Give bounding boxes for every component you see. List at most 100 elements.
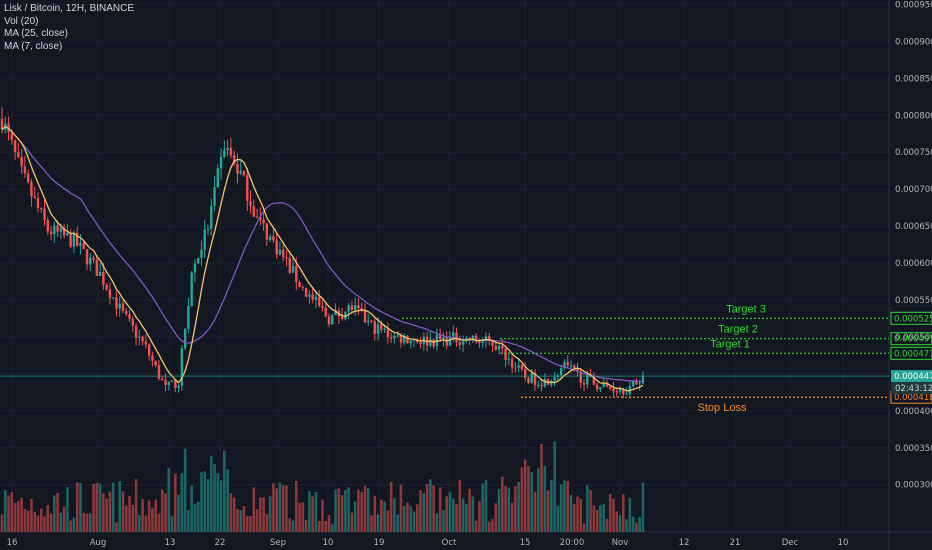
candle-body	[540, 385, 543, 387]
volume-bar	[36, 515, 40, 532]
candle-body	[265, 223, 269, 240]
candle-body	[527, 377, 530, 383]
candle-body	[559, 367, 563, 376]
ma7-indicator-label[interactable]: MA (7, close)	[4, 40, 63, 52]
candle-body	[497, 346, 501, 350]
ma25-indicator-label[interactable]: MA (25, close)	[4, 28, 68, 39]
volume-bar	[618, 515, 622, 532]
candle-body	[602, 383, 605, 388]
volume-bar	[393, 498, 396, 532]
volume-bar	[586, 485, 589, 532]
candle-body	[612, 388, 615, 392]
volume-bar	[190, 485, 193, 532]
price-tick-label: 0.0006000	[895, 259, 932, 269]
candle-body	[262, 219, 265, 224]
candle-body	[458, 342, 461, 345]
volume-bar	[635, 522, 638, 532]
volume-bar	[530, 471, 534, 532]
candle-body	[278, 249, 282, 255]
volume-bar	[435, 513, 439, 532]
time-axis[interactable]: 16 Aug 13 22 Sep 10 19 Oct 15 20:00 Nov 12 21 Dec 10	[7, 538, 849, 548]
volume-bar	[69, 520, 72, 532]
candles	[0, 107, 645, 399]
volume-bar	[85, 513, 89, 532]
volume-bar	[487, 521, 491, 532]
candle-body	[308, 294, 311, 297]
volume-bar	[419, 490, 422, 532]
candle-body	[285, 257, 288, 259]
candle-body	[200, 249, 203, 258]
volume-bars	[0, 441, 645, 532]
volume-bar	[471, 496, 475, 532]
volume-bar	[540, 443, 543, 532]
volume-bar	[451, 498, 455, 532]
target-1-price-label: 0.0004778	[894, 349, 932, 359]
candle-body	[26, 173, 30, 182]
volume-bar	[386, 510, 390, 532]
candle-body	[641, 375, 645, 384]
volume-bar	[72, 517, 76, 532]
candle-body	[131, 318, 134, 326]
time-tick-label: 13	[165, 538, 176, 548]
volume-bar	[330, 523, 334, 532]
candle-body	[259, 217, 262, 220]
candle-body	[174, 380, 177, 388]
candle-body	[56, 225, 59, 232]
price-tick-label: 0.0008500	[895, 74, 932, 84]
candle-body	[43, 208, 46, 221]
volume-bar	[448, 492, 452, 532]
candle-body	[622, 388, 625, 394]
volume-bar	[350, 512, 354, 532]
candle-body	[115, 297, 118, 309]
volume-bar	[383, 501, 386, 532]
volume-bar	[167, 467, 171, 532]
target-1-label: Target 1	[710, 338, 750, 350]
candle-body	[569, 365, 573, 367]
volume-bar	[66, 487, 69, 532]
volume-bar	[13, 502, 17, 532]
candle-body	[507, 358, 511, 360]
candle-body	[20, 156, 23, 167]
time-tick-label: 22	[215, 538, 226, 548]
candle-body	[635, 380, 638, 384]
volume-bar	[82, 512, 86, 532]
candle-body	[419, 342, 422, 344]
candle-body	[216, 168, 220, 188]
volume-bar	[334, 489, 337, 532]
volume-indicator-label[interactable]: Vol (20)	[4, 15, 39, 27]
volume-bar	[26, 510, 30, 532]
volume-bar	[20, 498, 23, 532]
candle-body	[128, 314, 131, 319]
volume-bar	[615, 511, 619, 532]
countdown-label: 02:43:12	[895, 384, 932, 394]
candle-body	[586, 375, 589, 385]
stop-loss-price-label: 0.0004184	[894, 393, 932, 403]
price-tick-label: 0.0005500	[895, 296, 932, 306]
candle-body	[268, 236, 272, 240]
volume-bar	[327, 514, 331, 532]
volume-bar	[461, 498, 465, 532]
symbol-title[interactable]: Lisk / Bitcoin, 12H, BINANCE	[4, 3, 135, 14]
time-tick-label: 16	[7, 538, 18, 548]
candle-body	[33, 196, 36, 198]
candle-body	[631, 380, 635, 387]
candle-body	[197, 257, 200, 264]
candle-body	[144, 341, 148, 345]
volume-bar	[641, 482, 645, 532]
time-tick-label: 10	[323, 538, 334, 548]
candle-body	[514, 367, 517, 369]
volume-bar	[56, 492, 59, 532]
candle-body	[416, 339, 419, 343]
volume-bar	[291, 520, 295, 532]
volume-bar	[219, 480, 223, 532]
volume-bar	[608, 494, 612, 532]
volume-bar	[206, 479, 210, 532]
volume-bar	[363, 485, 367, 532]
candle-body	[504, 348, 507, 360]
time-tick-label: Aug	[90, 538, 107, 548]
price-axis[interactable]: 0.00030000.00035000.00040000.00045000.00…	[890, 0, 932, 491]
volume-bar	[141, 498, 144, 532]
